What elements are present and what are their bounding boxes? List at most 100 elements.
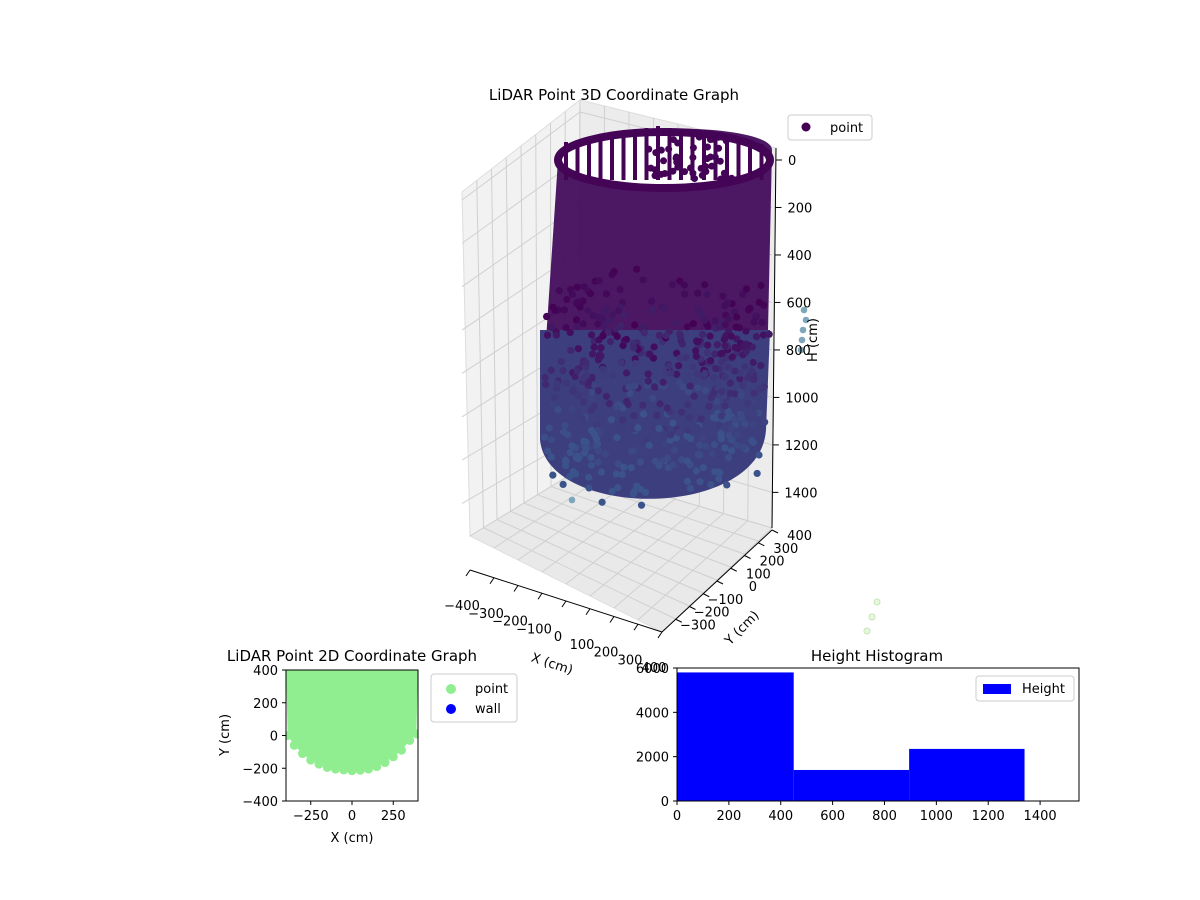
cloud-point <box>604 433 612 441</box>
grid-line-floor-y <box>510 510 704 594</box>
cloud-top-point <box>715 144 723 152</box>
cloud-point <box>749 421 757 429</box>
cloud-point <box>706 332 714 340</box>
grid-line-left-z <box>461 111 581 201</box>
cloud-point <box>634 423 642 432</box>
cloud-point <box>631 382 639 390</box>
cloud-point <box>692 337 701 345</box>
cloud-point <box>645 441 653 449</box>
cloud-point <box>611 377 619 385</box>
cloud-point <box>607 416 616 424</box>
cloud-point <box>728 353 736 361</box>
cloud-point <box>649 424 657 432</box>
cloud-point <box>566 328 574 337</box>
cloud-point <box>651 383 659 391</box>
cloud-point <box>618 416 626 424</box>
cloud-point <box>748 343 756 351</box>
cloud-point <box>708 450 717 458</box>
cloud-top-point <box>719 175 727 183</box>
cloud-point <box>668 281 676 289</box>
x-tick-3d <box>489 577 495 585</box>
cloud-point <box>617 425 626 434</box>
x-tick-label-3d: 0 <box>554 630 562 645</box>
cloud-point <box>689 320 697 328</box>
legend-2d: point wall <box>430 673 518 723</box>
cloud-point <box>710 374 718 382</box>
histogram-bars <box>677 672 1025 801</box>
grid-line-left-y <box>476 180 484 528</box>
cloud-point <box>662 332 670 340</box>
cloud-point <box>664 454 672 462</box>
cloud-point <box>582 389 590 397</box>
x-tick-label-3d: 200 <box>594 646 619 661</box>
x-tick-3d <box>633 623 639 631</box>
y-tick-label-3d: −300 <box>680 618 716 633</box>
cloud-top-point <box>728 174 736 182</box>
cloud-top-point <box>702 163 710 171</box>
scatter-point <box>364 764 373 774</box>
cloud-point <box>614 306 622 315</box>
point-scatter-2d <box>286 670 418 771</box>
cloud-rim <box>554 128 774 192</box>
cloud-point <box>748 366 756 375</box>
cloud-top-point <box>651 166 659 174</box>
cloud-point <box>701 369 709 378</box>
y-tick-label-2d: 400 <box>253 664 278 679</box>
x-tick-3d <box>609 616 615 623</box>
cloud-top-point <box>704 143 712 151</box>
cloud-top-point <box>706 136 714 144</box>
cloud-point <box>704 341 712 349</box>
cloud-point <box>540 433 549 441</box>
cloud-point <box>585 484 593 492</box>
cloud-point <box>756 385 764 393</box>
x-tick-label-3d: 100 <box>570 638 595 653</box>
cloud-point <box>566 472 574 481</box>
x-tick-label-3d: 300 <box>618 653 643 668</box>
scatter-point <box>286 731 293 740</box>
cloud-point <box>655 331 663 340</box>
cloud-point <box>707 480 715 489</box>
cloud-point <box>580 283 588 291</box>
y-tick-label-3d: 300 <box>773 542 798 557</box>
chart-2d: LiDAR Point 2D Coordinate Graph −250 0 250… <box>218 647 518 846</box>
cloud-top-point <box>722 134 730 142</box>
cloud-point <box>683 477 692 485</box>
cloud-top-point <box>714 133 722 141</box>
cloud-point <box>649 394 657 402</box>
legend-histogram-label: Height <box>1022 682 1065 697</box>
cloud-point <box>701 316 709 325</box>
x-tick-label-histogram: 1000 <box>920 809 953 824</box>
cloud-point <box>551 393 559 402</box>
cloud-point <box>587 388 596 396</box>
cloud-point <box>541 373 549 382</box>
legend-2d-marker-wall <box>446 704 456 714</box>
x-tick-3d <box>513 585 519 592</box>
y-tick-label-3d: 400 <box>787 529 812 544</box>
cloud-point <box>739 290 747 298</box>
cloud-point <box>612 470 620 478</box>
x-tick-label-3d: −300 <box>468 607 504 622</box>
cloud-point <box>733 441 741 449</box>
x-tick-3d <box>537 592 543 600</box>
cloud-point <box>761 418 769 426</box>
cloud-point <box>618 470 626 479</box>
cloud-point <box>600 308 608 316</box>
cloud-point <box>593 421 601 429</box>
cloud-point <box>730 415 738 424</box>
cloud-point <box>723 481 731 489</box>
z-tick-label-3d: 0 <box>788 154 796 169</box>
cloud-point <box>545 424 553 432</box>
cloud-point <box>711 317 719 325</box>
x-tick-label-histogram: 600 <box>820 809 845 824</box>
cloud-point <box>588 350 597 358</box>
scatter-point <box>289 740 299 750</box>
cloud-point <box>573 298 581 306</box>
histogram-bar <box>793 769 910 801</box>
cloud-point <box>573 283 581 291</box>
z-tick-label-3d: 200 <box>787 201 812 216</box>
cloud-top-point <box>665 145 673 153</box>
cloud-outlier-point <box>800 306 808 314</box>
cloud-top-point <box>720 169 728 177</box>
cloud-point <box>731 367 739 375</box>
cloud-point <box>582 445 590 453</box>
